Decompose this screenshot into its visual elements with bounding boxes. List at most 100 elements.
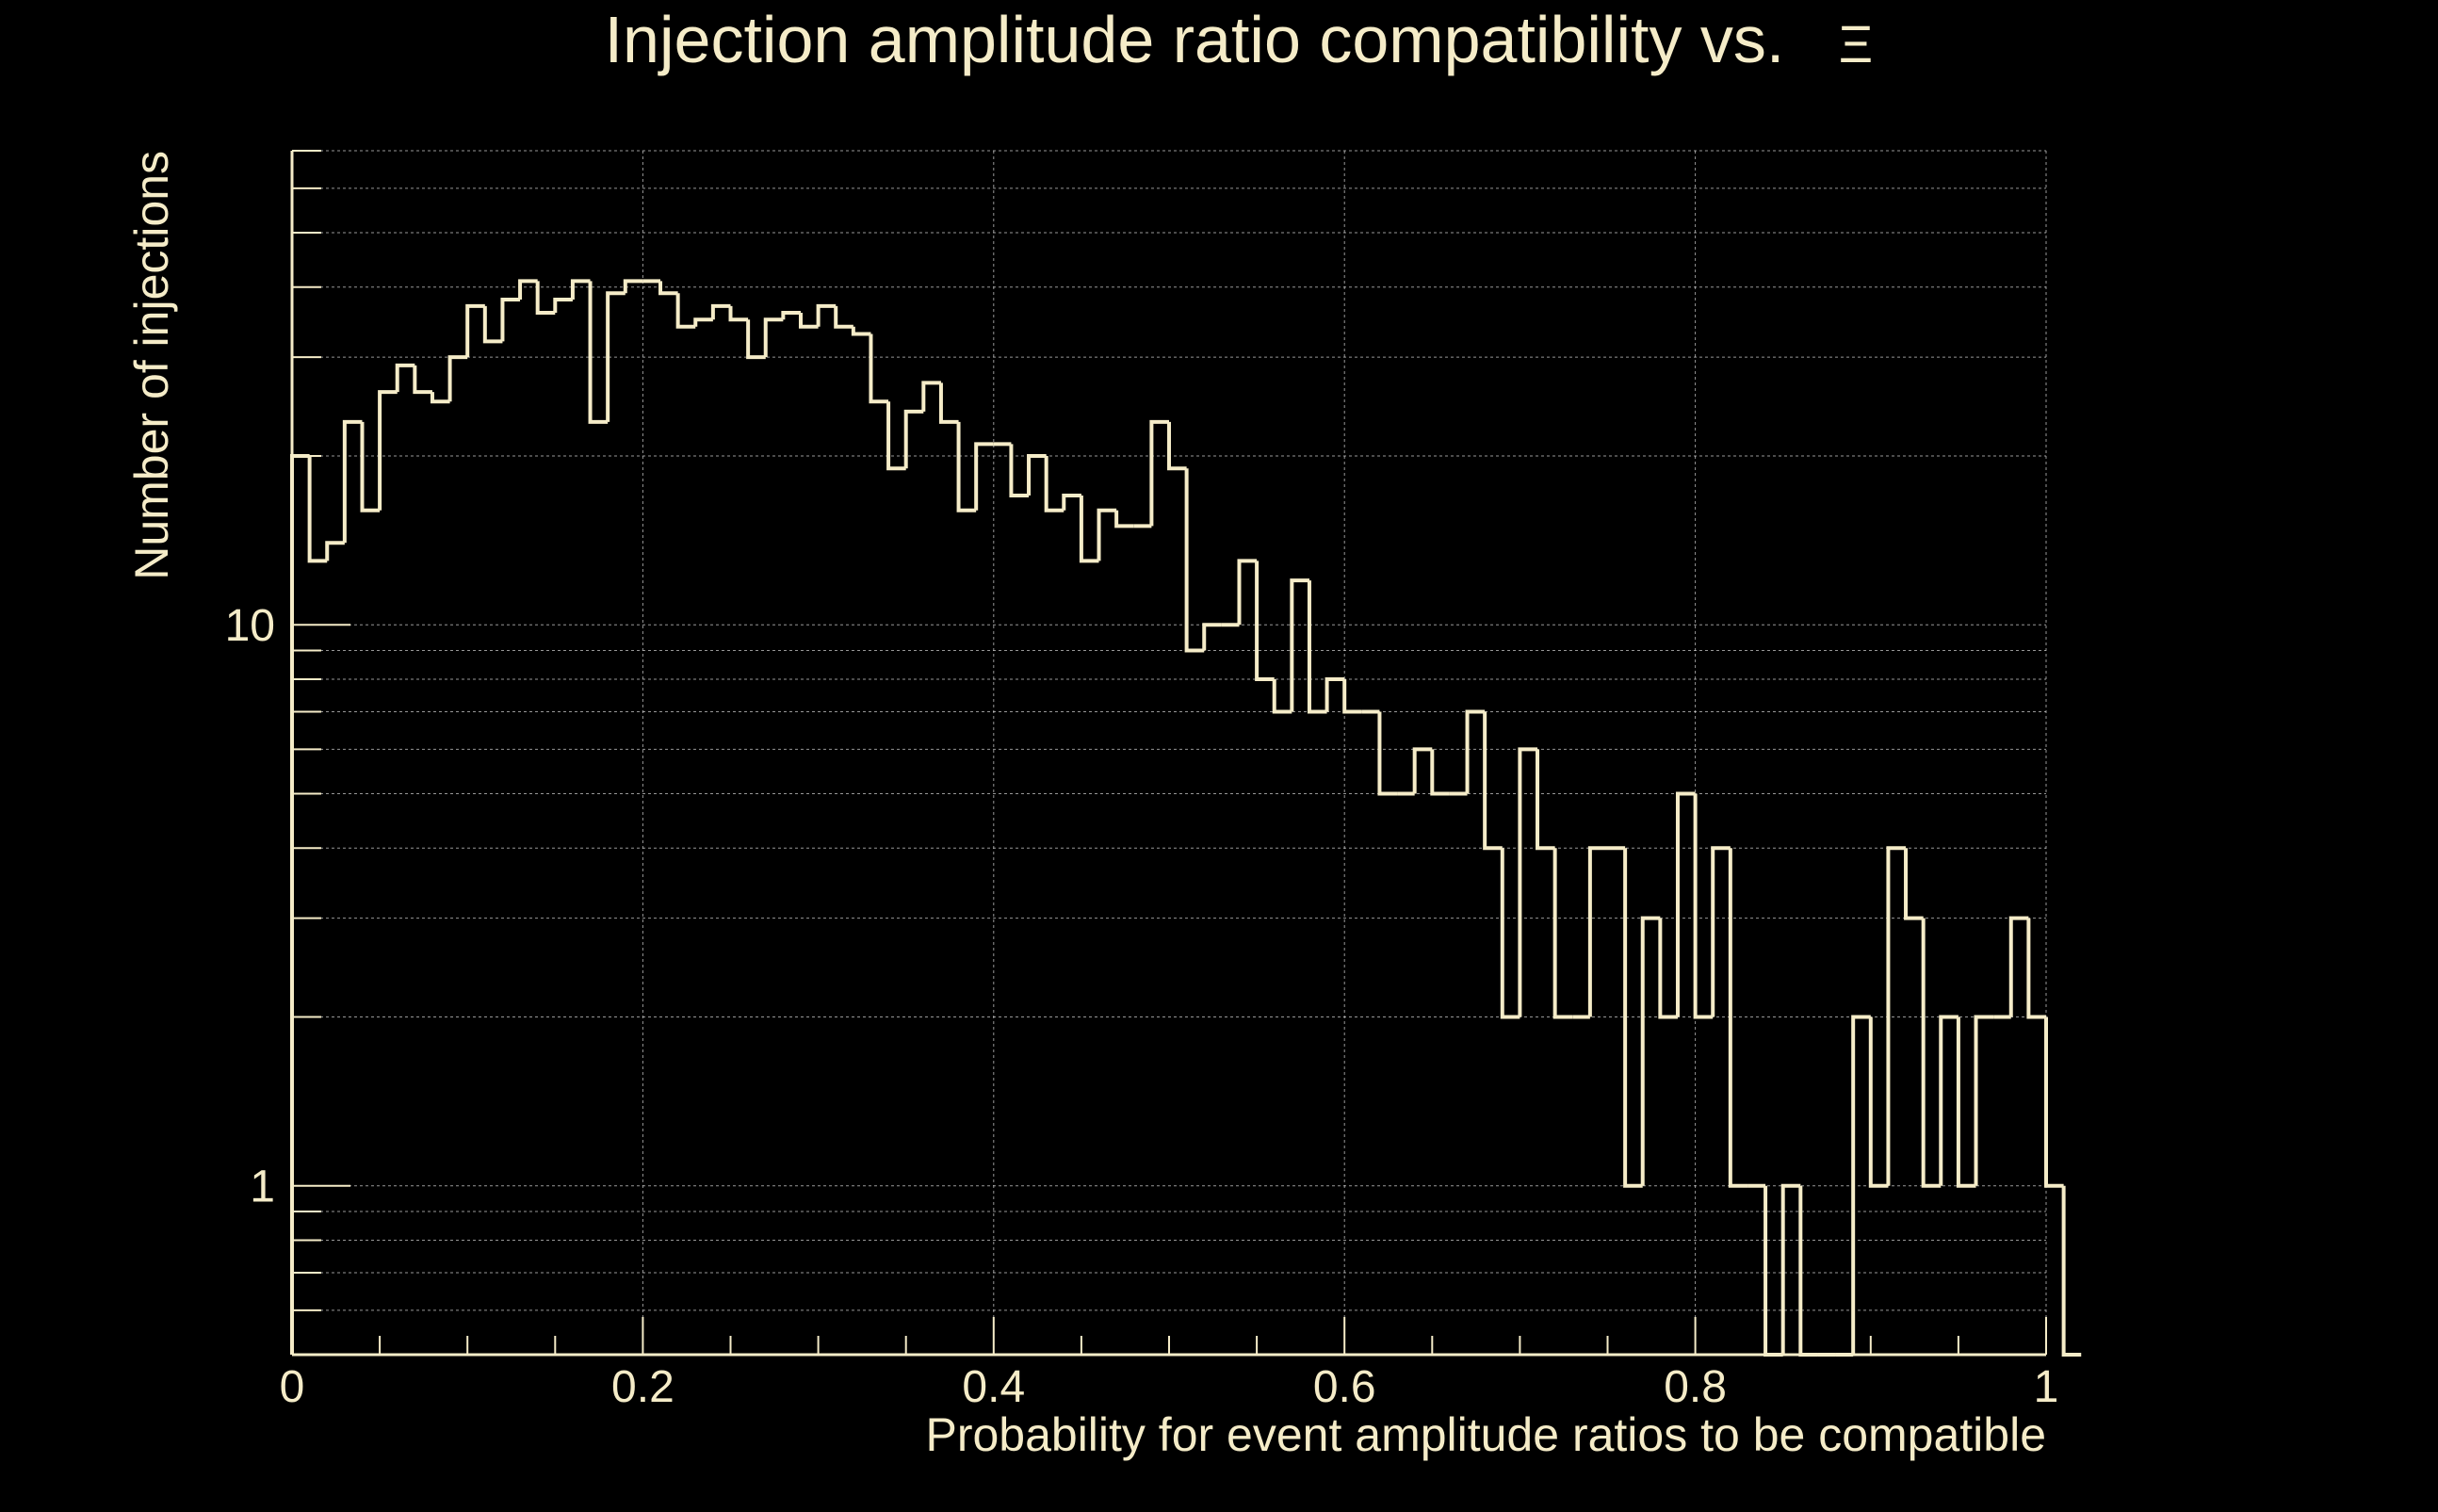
histogram-bin: [1868, 1016, 1889, 1188]
histogram-bin: [2044, 1016, 2064, 1188]
histogram-bin: [518, 279, 538, 300]
histogram-bin: [290, 453, 310, 1355]
histogram-bin: [1728, 848, 1748, 1188]
histogram-bars: [290, 279, 2082, 1357]
histogram-bin: [1412, 747, 1433, 794]
histogram-bin: [798, 312, 819, 329]
histogram-bin: [728, 305, 749, 322]
histogram-bin: [2008, 916, 2029, 1017]
y-axis-label: Number of injections: [125, 151, 178, 580]
histogram-bin: [1640, 916, 1661, 1186]
histogram-bin: [1536, 749, 1555, 851]
histogram-bin: [781, 310, 801, 320]
histogram-bin: [1325, 676, 1345, 712]
histogram-bin: [675, 293, 696, 329]
histogram-bin: [1904, 848, 1924, 920]
histogram-bin: [1851, 1015, 1871, 1355]
histogram-bin: [342, 419, 363, 544]
x-tick-label: 0.6: [1313, 1362, 1376, 1412]
histogram-bin: [869, 333, 889, 404]
histogram-bin: [1587, 846, 1608, 1017]
histogram-bin: [763, 317, 784, 358]
x-tick-label: 0.8: [1664, 1362, 1727, 1412]
histogram-bin: [1798, 1185, 1818, 1357]
histogram-bin: [1114, 510, 1134, 528]
histogram-bin: [1062, 494, 1081, 511]
histogram-bin: [570, 279, 591, 300]
histogram-bin: [430, 392, 450, 404]
histogram-bin: [1921, 918, 1942, 1188]
x-tick-label: 0.4: [962, 1362, 1025, 1412]
histogram-bin: [1202, 623, 1222, 651]
histogram-bin: [2026, 918, 2046, 1019]
histogram-bin: [1377, 711, 1398, 796]
histogram-bin: [1255, 561, 1275, 681]
histogram-bin: [1290, 578, 1309, 712]
histogram-bin: [1483, 711, 1503, 851]
histogram-bin: [1886, 846, 1907, 1186]
histogram-bin: [1167, 421, 1187, 471]
histogram-bin: [465, 303, 485, 358]
histogram-bin: [500, 297, 521, 342]
histogram-bin: [1693, 793, 1714, 1019]
histogram-bin: [1272, 678, 1292, 714]
histogram-bin: [1079, 496, 1099, 563]
histogram-bin: [1307, 580, 1327, 714]
histogram-bin: [1184, 468, 1205, 653]
y-tick-label: 10: [225, 601, 275, 651]
tick-layer: [291, 150, 2047, 1356]
histogram-bin: [1675, 791, 1696, 1017]
histogram-bin: [535, 281, 556, 315]
histogram-bin: [413, 365, 432, 395]
histogram-bin: [816, 303, 837, 327]
histogram-bin: [360, 421, 381, 512]
x-tick-label: 0.2: [611, 1362, 675, 1412]
histogram-bin: [1711, 846, 1731, 1017]
histogram-bin: [378, 390, 398, 511]
histogram-bin: [395, 363, 415, 393]
histogram-bin: [1430, 749, 1450, 796]
histogram-bin: [623, 279, 643, 294]
histogram-bin: [1237, 559, 1258, 626]
histogram-bin: [307, 455, 328, 563]
histogram-bin: [1009, 444, 1030, 498]
histogram-bin: [482, 305, 503, 344]
histogram-bin: [1763, 1185, 1783, 1357]
histogram-bin: [1465, 709, 1486, 794]
histogram-bin: [1518, 747, 1538, 1017]
histogram-bin: [903, 409, 924, 469]
histogram-bin: [834, 305, 853, 329]
chart-title: Injection amplitude ratio compatibility …: [605, 3, 1785, 76]
histogram-bin: [1939, 1015, 1959, 1186]
histogram-bin: [658, 281, 678, 296]
x-tick-label: 0: [280, 1362, 305, 1412]
x-tick-label: 1: [2034, 1362, 2059, 1412]
histogram-bin: [1044, 455, 1065, 512]
histogram-bin: [1027, 453, 1047, 496]
histogram-bin: [938, 382, 959, 424]
histogram-bin: [2061, 1185, 2082, 1357]
histogram-bin: [1780, 1183, 1801, 1355]
histogram-bin: [1956, 1016, 1976, 1188]
histogram-bin: [1658, 918, 1678, 1019]
chart-title-symbol: Ξ: [1839, 14, 1873, 73]
histogram-bin: [553, 297, 573, 313]
histogram-bin: [1974, 1015, 1994, 1186]
histogram-bin: [886, 401, 906, 471]
histogram-bin: [588, 281, 609, 424]
histogram-bin: [974, 442, 994, 511]
histogram-bin: [746, 319, 766, 360]
histogram-bin: [447, 355, 468, 402]
histogram-bin: [1500, 848, 1520, 1019]
tick-labels: 0 0.2 0.4 0.6 0.8 1 1 10: [225, 601, 2059, 1412]
histogram-bin: [956, 421, 977, 512]
histogram-bin: [710, 303, 731, 320]
histogram-bin: [1097, 508, 1117, 561]
histogram-bin: [1552, 848, 1573, 1019]
x-axis-label: Probability for event amplitude ratios t…: [925, 1408, 2046, 1461]
histogram-bin: [606, 291, 626, 422]
histogram-bin: [1623, 848, 1643, 1188]
